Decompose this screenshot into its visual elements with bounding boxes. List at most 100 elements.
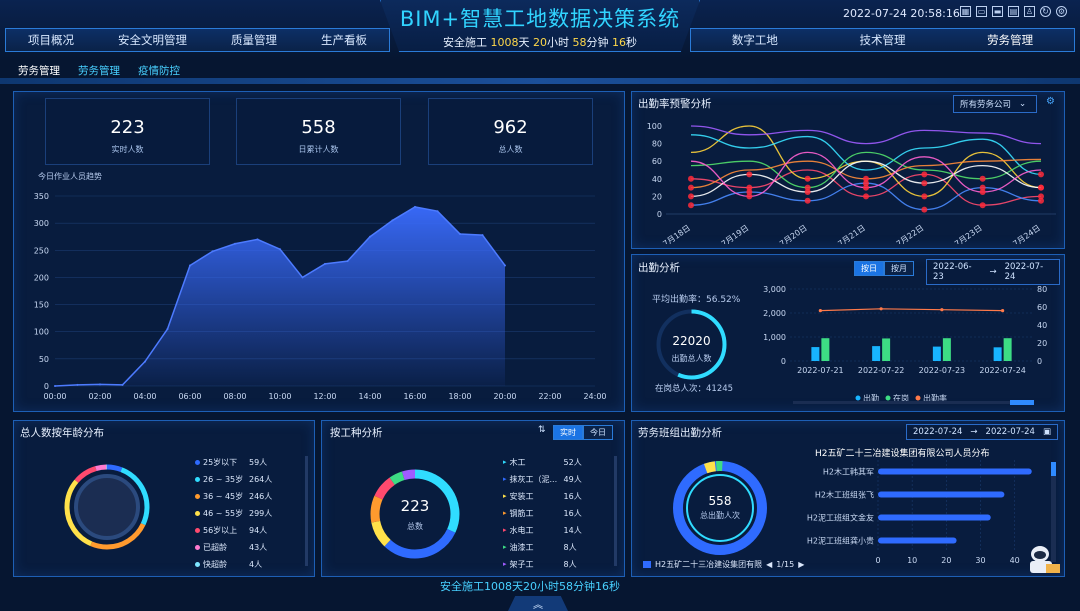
unit-minute: 分钟 [586,36,609,49]
team-scrollbar-thumb[interactable] [1051,462,1056,476]
sort-icon[interactable]: ⇅ [538,425,546,435]
toggle-today[interactable]: 今日 [583,425,613,440]
att-y2-tick: 60 [1037,303,1047,312]
nav-quality-management[interactable]: 质量管理 [231,33,277,47]
legend-row[interactable]: ▸ 水电工 14人 [503,522,582,539]
age-donut [64,464,150,550]
warn-y-tick: 80 [652,140,662,149]
attendance-date-to: 2022-07-24 [1004,262,1044,282]
legend-row[interactable]: ▸ 油漆工 8人 [503,539,582,556]
legend-label: 快超龄 [203,560,227,569]
warn-alert-point [804,175,811,182]
warn-x-tick: 7月18日 [661,223,692,244]
legend-label: 46 ~ 55岁 [203,509,244,518]
att-y-tick: 1,000 [763,333,786,342]
trend-y-tick: 150 [34,301,49,310]
donut-segment [370,469,460,559]
laptop-icon[interactable]: ▬ [992,6,1003,17]
shirt-icon[interactable]: ♙ [1024,6,1035,17]
trend-x-tick: 24:00 [583,392,606,401]
legend-row[interactable]: 36 ~ 45岁 246人 [195,488,272,505]
att-bar [932,346,941,361]
warn-alert-point [746,189,753,195]
warn-alert-point [688,184,694,191]
pager-next-icon[interactable]: ▶ [798,560,805,569]
nav-safety-management[interactable]: 安全文明管理 [118,33,187,47]
att-bar [882,338,891,361]
monitor-icon[interactable]: ▭ [976,6,987,17]
attendance-gauge [656,309,727,380]
warn-alert-point [863,193,869,200]
subtab-labor-2[interactable]: 劳务管理 [78,65,120,77]
legend-dot: ▸ [503,543,507,551]
robot-mascot-icon[interactable] [1020,540,1064,576]
refresh-icon[interactable]: ↻ [1040,6,1051,17]
legend-row[interactable]: ▸ 架子工 8人 [503,556,582,573]
team-scrollbar[interactable] [1051,462,1056,562]
team-donut [673,461,767,555]
legend-row[interactable]: 26 ~ 35岁 264人 [195,471,272,488]
trend-x-tick: 08:00 [223,392,246,401]
gear-icon[interactable]: ⚙ [1056,6,1067,17]
warn-alert-point [979,202,986,209]
legend-row[interactable]: 46 ~ 55岁 299人 [195,505,272,522]
legend-row[interactable]: ▸ 钢筋工 16人 [503,505,582,522]
toggle-by-month[interactable]: 按月 [884,261,914,276]
legend-row[interactable]: ▸ 抹灰工（泥... 49人 [503,471,582,488]
legend-row[interactable]: ▸ 安装工 16人 [503,488,582,505]
attendance-date-range[interactable]: 2022-06-23 → 2022-07-24 [926,259,1060,285]
unit-hour: 小时 [547,36,569,49]
att-legend-dot [855,395,861,401]
settings-gear-icon[interactable]: ⚙ [1046,96,1055,107]
nav-labor-management[interactable]: 劳务管理 [987,33,1034,47]
legend-label: 25岁以下 [203,458,238,467]
legend-label: 安装工 [509,492,534,501]
team-title: 劳务班组出勤分析 [638,427,722,439]
nav-digital-site[interactable]: 数字工地 [731,33,778,47]
legend-value: 4人 [249,560,263,569]
legend-value: 299人 [249,509,273,518]
team-donut-seg-2 [673,461,767,555]
att-bar [811,347,820,361]
subtab-labor-1[interactable]: 劳务管理 [18,65,60,77]
chart-icon[interactable]: ▤ [1008,6,1019,17]
legend-row[interactable]: 快超龄 4人 [195,556,272,573]
company-select[interactable]: 所有劳务公司 ⌄ [953,95,1037,113]
warn-alert-point [746,193,753,200]
toggle-by-day[interactable]: 按日 [854,261,884,276]
team-legend-label: H2五矿二十三冶建设集团有限 [655,560,763,569]
trend-point [256,238,259,241]
legend-row[interactable]: 已超龄 43人 [195,539,272,556]
legend-dot: ▸ [503,475,507,483]
nav-project-overview[interactable]: 项目概况 [28,33,74,47]
team-date-range[interactable]: 2022-07-24 → 2022-07-24 ▣ [906,424,1058,440]
legend-row[interactable]: ▸ 木工 52人 [503,454,582,471]
team-bar [878,468,1032,475]
attendance-toggle: 按日 按月 [854,261,914,276]
legend-dot: ▸ [503,509,507,517]
stat-daily-label: 日累计人数 [298,145,339,154]
warn-y-tick: 20 [652,192,662,201]
worktype-scrollbar[interactable] [614,456,617,566]
unit-day: 天 [518,36,530,49]
trend-x-tick: 00:00 [43,392,66,401]
team-x-tick: 0 [875,556,880,565]
warn-x-tick: 7月23日 [953,223,984,244]
sub-tab-bar [0,78,1080,84]
grid-icon[interactable]: ▦ [960,6,971,17]
legend-row[interactable]: 56岁以上 94人 [195,522,272,539]
legend-value: 8人 [563,543,577,552]
legend-label: 26 ~ 35岁 [203,475,244,484]
nav-tech-management[interactable]: 技术管理 [859,33,906,47]
legend-row[interactable]: 25岁以下 59人 [195,454,272,471]
pager-prev-icon[interactable]: ◀ [766,560,773,569]
nav-production-board[interactable]: 生产看板 [321,33,367,47]
chevron-down-icon: ⌄ [1019,99,1027,109]
trend-point [189,264,191,267]
safe-hours: 20 [533,36,547,49]
expand-up-icon[interactable]: ︽ [508,596,568,611]
subtab-epidemic[interactable]: 疫情防控 [138,65,180,77]
warn-alert-point [1038,184,1044,191]
toggle-realtime[interactable]: 实时 [553,425,583,440]
age-scrollbar[interactable] [305,456,308,566]
